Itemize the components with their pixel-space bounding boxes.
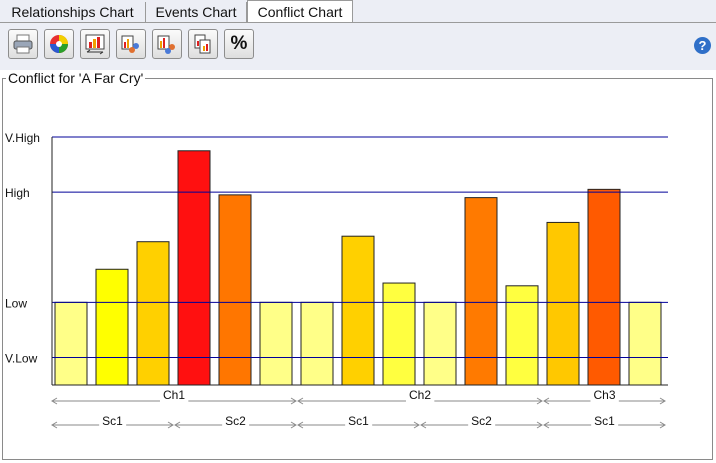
label-background [468,414,496,428]
chapter-span-arrow-left [543,397,550,405]
chart-bar [423,301,457,386]
chart-bar [177,150,211,386]
scene-label: Sc2 [471,414,492,428]
chart-bar [136,241,170,386]
bar-chart-swap-icon [85,34,105,55]
chart-bar [95,268,129,386]
y-level-label: V.High [5,131,40,145]
label-background [590,388,619,402]
scene-span-arrow-left [420,421,427,429]
y-level-label: Low [5,296,27,310]
chart-bar [505,285,539,386]
scene-span-arrow-right [167,421,174,429]
chart-people-alt-button[interactable] [152,29,182,59]
print-icon [13,34,33,54]
scene-span-arrow-right [659,421,666,429]
scene-span-arrow-left [543,421,550,429]
label-background [99,414,127,428]
y-level-label: V.Low [5,351,38,365]
bar-chart-swap-button[interactable] [80,29,110,59]
scene-span-arrow-left [174,421,181,429]
chapter-span-arrow-right [659,397,666,405]
copy-chart-icon [194,34,211,54]
y-level-label: High [5,186,30,200]
chart-bar [587,188,621,386]
label-background [159,388,189,402]
chart-bar [382,282,416,386]
chart-bar [259,301,293,386]
panel-title: Conflict for 'A Far Cry' [6,70,146,86]
label-background [222,414,250,428]
chapter-label: Ch1 [163,388,185,402]
label-background [405,388,435,402]
chapter-label: Ch2 [409,388,431,402]
app-chrome: Relationships Chart Events Chart Conflic… [0,0,716,70]
chart-bar [341,235,375,386]
scene-span-arrow-right [290,421,297,429]
tab-bar: Relationships Chart Events Chart Conflic… [0,0,716,23]
chart-bar [546,221,580,386]
chart-panel [2,78,713,460]
label-background [345,414,373,428]
chapter-span-arrow-left [51,397,58,405]
color-wheel-icon [50,35,68,53]
copy-chart-button[interactable] [188,29,218,59]
chart-bar [464,197,498,386]
scene-label: Sc1 [594,414,615,428]
scene-span-arrow-left [297,421,304,429]
chart-people-alt-icon [157,35,175,54]
tab-conflict-chart[interactable]: Conflict Chart [247,0,353,23]
color-button[interactable] [44,29,74,59]
scene-label: Sc1 [348,414,369,428]
label-background [591,414,619,428]
chart-bar [628,301,662,386]
scene-span-arrow-left [51,421,58,429]
percent-icon: % [230,33,248,54]
scene-label: Sc1 [102,414,123,428]
percent-button[interactable]: % [224,29,254,59]
scene-span-arrow-right [413,421,420,429]
chart-bar [54,301,88,386]
help-icon[interactable]: ? [694,37,711,54]
scene-span-arrow-right [536,421,543,429]
print-button[interactable] [8,29,38,59]
scene-label: Sc2 [225,414,246,428]
tab-relationships-chart[interactable]: Relationships Chart [0,2,146,22]
chart-bar [218,194,252,386]
chart-people-icon [121,35,139,53]
chapter-label: Ch3 [593,388,615,402]
chapter-span-arrow-left [297,397,304,405]
tab-events-chart[interactable]: Events Chart [146,2,247,22]
tab-underline [0,22,716,23]
chapter-span-arrow-right [290,397,297,405]
chart-people-button[interactable] [116,29,146,59]
chart-bar [300,301,334,386]
chapter-span-arrow-right [536,397,543,405]
